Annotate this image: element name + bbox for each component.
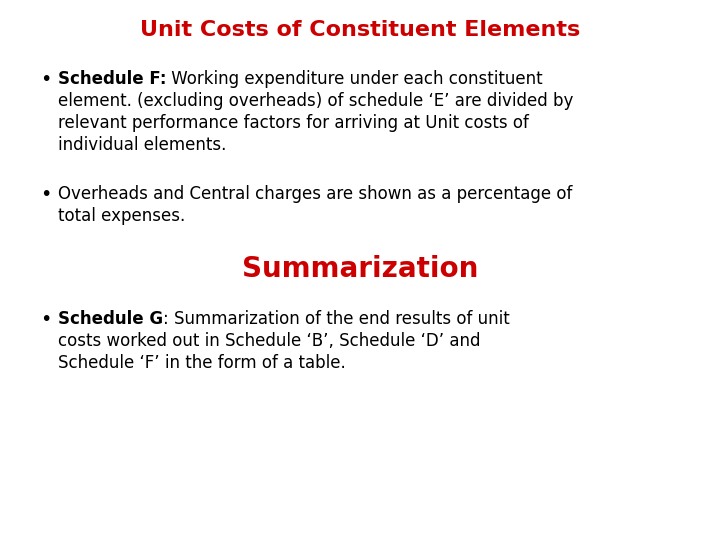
Text: •: •: [40, 70, 51, 89]
Text: costs worked out in Schedule ‘B’, Schedule ‘D’ and: costs worked out in Schedule ‘B’, Schedu…: [58, 332, 480, 350]
Text: Schedule G: Schedule G: [58, 310, 163, 328]
Text: Schedule ‘F’ in the form of a table.: Schedule ‘F’ in the form of a table.: [58, 354, 346, 372]
Text: individual elements.: individual elements.: [58, 136, 226, 154]
Text: Unit Costs of Constituent Elements: Unit Costs of Constituent Elements: [140, 20, 580, 40]
Text: Working expenditure under each constituent: Working expenditure under each constitue…: [166, 70, 543, 88]
Text: relevant performance factors for arriving at Unit costs of: relevant performance factors for arrivin…: [58, 114, 529, 132]
Text: Overheads and Central charges are shown as a percentage of: Overheads and Central charges are shown …: [58, 185, 572, 203]
Text: •: •: [40, 185, 51, 204]
Text: Schedule F:: Schedule F:: [58, 70, 166, 88]
Text: •: •: [40, 310, 51, 329]
Text: total expenses.: total expenses.: [58, 207, 185, 225]
Text: : Summarization of the end results of unit: : Summarization of the end results of un…: [163, 310, 510, 328]
Text: Summarization: Summarization: [242, 255, 478, 283]
Text: element. (excluding overheads) of schedule ‘E’ are divided by: element. (excluding overheads) of schedu…: [58, 92, 573, 110]
